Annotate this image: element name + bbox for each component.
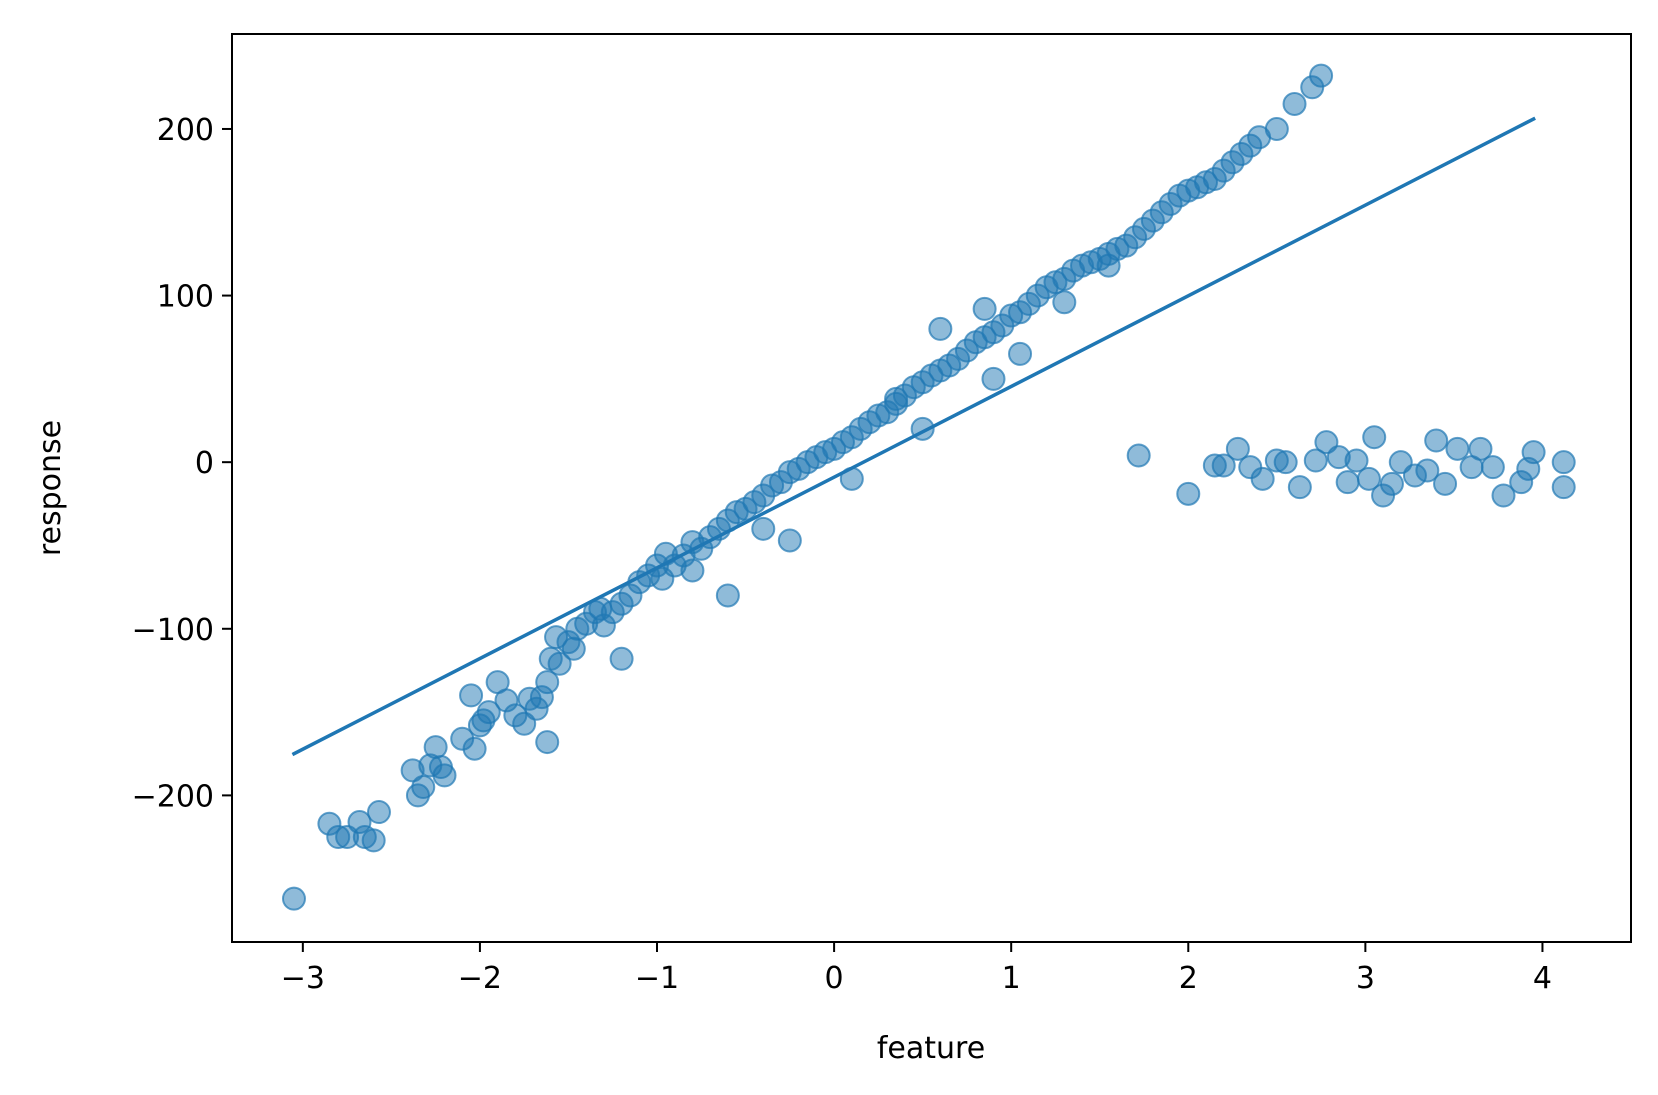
y-tick-label: −100 [132, 613, 214, 648]
scatter-point [1211, 453, 1236, 478]
scatter-point [751, 516, 776, 541]
scatter-point [981, 366, 1006, 391]
scatter-point [1379, 471, 1404, 496]
x-tick-label: 2 [1179, 961, 1198, 996]
y-tick-label: 0 [195, 446, 214, 481]
scatter-point [1551, 450, 1576, 475]
scatter-point [884, 391, 909, 416]
scatter-point [1344, 448, 1369, 473]
scatter-point [411, 775, 436, 800]
scatter-point [459, 683, 484, 708]
scatter-point [547, 651, 572, 676]
fit-line [291, 116, 1536, 757]
plot-frame [231, 33, 1632, 943]
scatter-point [1126, 443, 1151, 468]
scatter-point [1335, 470, 1360, 495]
scatter-point [1491, 483, 1516, 508]
x-tick-label: 3 [1356, 961, 1375, 996]
scatter-point [1008, 341, 1033, 366]
scatter-point [462, 736, 487, 761]
y-axis-label: response [33, 420, 68, 556]
x-axis-label: feature [877, 1031, 985, 1066]
scatter-point [1424, 428, 1449, 453]
x-tick-label: −2 [458, 961, 502, 996]
scatter-point [609, 646, 634, 671]
scatter-point [1273, 450, 1298, 475]
scatter-point [1356, 466, 1381, 491]
y-tick-label: 100 [157, 280, 214, 315]
scatter-point [366, 800, 391, 825]
scatter-point [535, 730, 560, 755]
scatter-point [476, 700, 501, 725]
scatter-point [281, 886, 306, 911]
scatter-point [1303, 448, 1328, 473]
scatter-point [1415, 458, 1440, 483]
scatter-point [777, 528, 802, 553]
y-tick-label: −200 [132, 779, 214, 814]
scatter-point [561, 636, 586, 661]
scatter-point [680, 558, 705, 583]
x-tick-label: −3 [281, 961, 325, 996]
x-tick-label: 1 [1002, 961, 1021, 996]
scatter-point [1176, 481, 1201, 506]
x-tick-label: −1 [635, 961, 679, 996]
scatter-point [1433, 471, 1458, 496]
scatter-point [432, 763, 457, 788]
x-tick-label: 0 [825, 961, 844, 996]
x-axis-ticks: −3 −2 −1 0 1 2 3 4 [281, 942, 1552, 996]
y-tick-label: 200 [157, 113, 214, 148]
scatter-point [1551, 475, 1576, 500]
scatter-point [1264, 116, 1289, 141]
scatter-point [1309, 63, 1334, 88]
y-axis-ticks: −200 −100 0 100 200 [132, 113, 232, 814]
scatter-point [715, 583, 740, 608]
scatter-point [1521, 440, 1546, 465]
scatter-point [361, 828, 386, 853]
scatter-point [1362, 425, 1387, 450]
scatter-point [1468, 436, 1493, 461]
scatter-point [1480, 455, 1505, 480]
data-marks [281, 63, 1576, 911]
scatter-point [535, 670, 560, 695]
scatter-point [1282, 91, 1307, 116]
scatter-point [972, 296, 997, 321]
scatter-point [1445, 436, 1470, 461]
scatter-point [423, 735, 448, 760]
scatter-point [928, 316, 953, 341]
scatter-point [1250, 466, 1275, 491]
scatter-point [1225, 436, 1250, 461]
scatter-point [1287, 475, 1312, 500]
scatter-point [1052, 290, 1077, 315]
x-tick-label: 4 [1533, 961, 1552, 996]
scatter-point [1096, 253, 1121, 278]
